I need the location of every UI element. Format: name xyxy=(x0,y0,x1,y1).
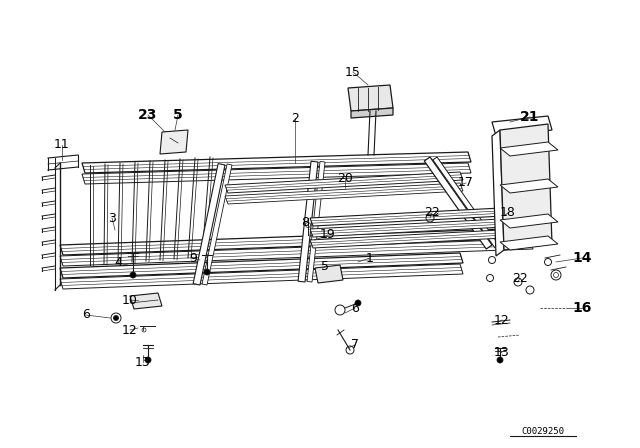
Circle shape xyxy=(130,272,136,278)
Text: 5: 5 xyxy=(321,260,329,273)
Text: 19: 19 xyxy=(320,228,336,241)
Circle shape xyxy=(204,269,210,275)
Circle shape xyxy=(145,357,151,363)
Text: 12: 12 xyxy=(494,314,510,327)
Polygon shape xyxy=(193,164,225,285)
Polygon shape xyxy=(82,152,471,173)
Text: 6: 6 xyxy=(351,302,359,314)
Polygon shape xyxy=(433,157,499,248)
Polygon shape xyxy=(202,164,232,285)
Polygon shape xyxy=(298,161,318,282)
Polygon shape xyxy=(82,163,471,184)
Text: 22: 22 xyxy=(424,207,440,220)
Polygon shape xyxy=(500,236,558,250)
Polygon shape xyxy=(225,183,463,204)
Text: 11: 11 xyxy=(54,138,70,151)
Circle shape xyxy=(113,315,118,320)
Polygon shape xyxy=(310,207,523,226)
Circle shape xyxy=(355,300,361,306)
Text: 4: 4 xyxy=(114,257,122,270)
Text: 23: 23 xyxy=(138,108,157,122)
Polygon shape xyxy=(500,142,558,156)
Text: 8: 8 xyxy=(301,215,309,228)
Text: 13: 13 xyxy=(494,346,510,359)
Text: 2: 2 xyxy=(291,112,299,125)
Text: C0029250: C0029250 xyxy=(522,427,564,436)
Polygon shape xyxy=(348,85,393,111)
Polygon shape xyxy=(130,293,162,309)
Polygon shape xyxy=(60,264,463,289)
Polygon shape xyxy=(310,218,523,237)
Polygon shape xyxy=(160,130,188,154)
Circle shape xyxy=(497,357,503,363)
Text: 20: 20 xyxy=(337,172,353,185)
Text: 5: 5 xyxy=(173,108,183,122)
Text: 9: 9 xyxy=(189,251,197,264)
Polygon shape xyxy=(424,157,492,249)
Text: 1: 1 xyxy=(366,251,374,264)
Text: 21: 21 xyxy=(520,110,540,124)
Text: 3: 3 xyxy=(108,211,116,224)
Polygon shape xyxy=(500,124,552,250)
Polygon shape xyxy=(307,161,325,282)
Text: 12: 12 xyxy=(122,323,138,336)
Text: 22: 22 xyxy=(512,271,528,284)
Polygon shape xyxy=(492,116,552,136)
Polygon shape xyxy=(500,214,558,228)
Polygon shape xyxy=(60,239,533,266)
Polygon shape xyxy=(310,229,523,248)
Text: 7: 7 xyxy=(351,339,359,352)
Polygon shape xyxy=(60,228,533,255)
Polygon shape xyxy=(492,130,504,256)
Text: 13: 13 xyxy=(135,356,151,369)
Text: 18: 18 xyxy=(500,207,516,220)
Text: 14: 14 xyxy=(572,251,592,265)
Polygon shape xyxy=(60,253,463,278)
Polygon shape xyxy=(225,172,463,193)
Polygon shape xyxy=(315,265,343,283)
Text: 17: 17 xyxy=(458,177,474,190)
Text: 10: 10 xyxy=(122,293,138,306)
Polygon shape xyxy=(351,108,393,118)
Text: 15: 15 xyxy=(345,65,361,78)
Text: 6: 6 xyxy=(82,309,90,322)
Text: 16: 16 xyxy=(572,301,592,315)
Polygon shape xyxy=(500,179,558,193)
